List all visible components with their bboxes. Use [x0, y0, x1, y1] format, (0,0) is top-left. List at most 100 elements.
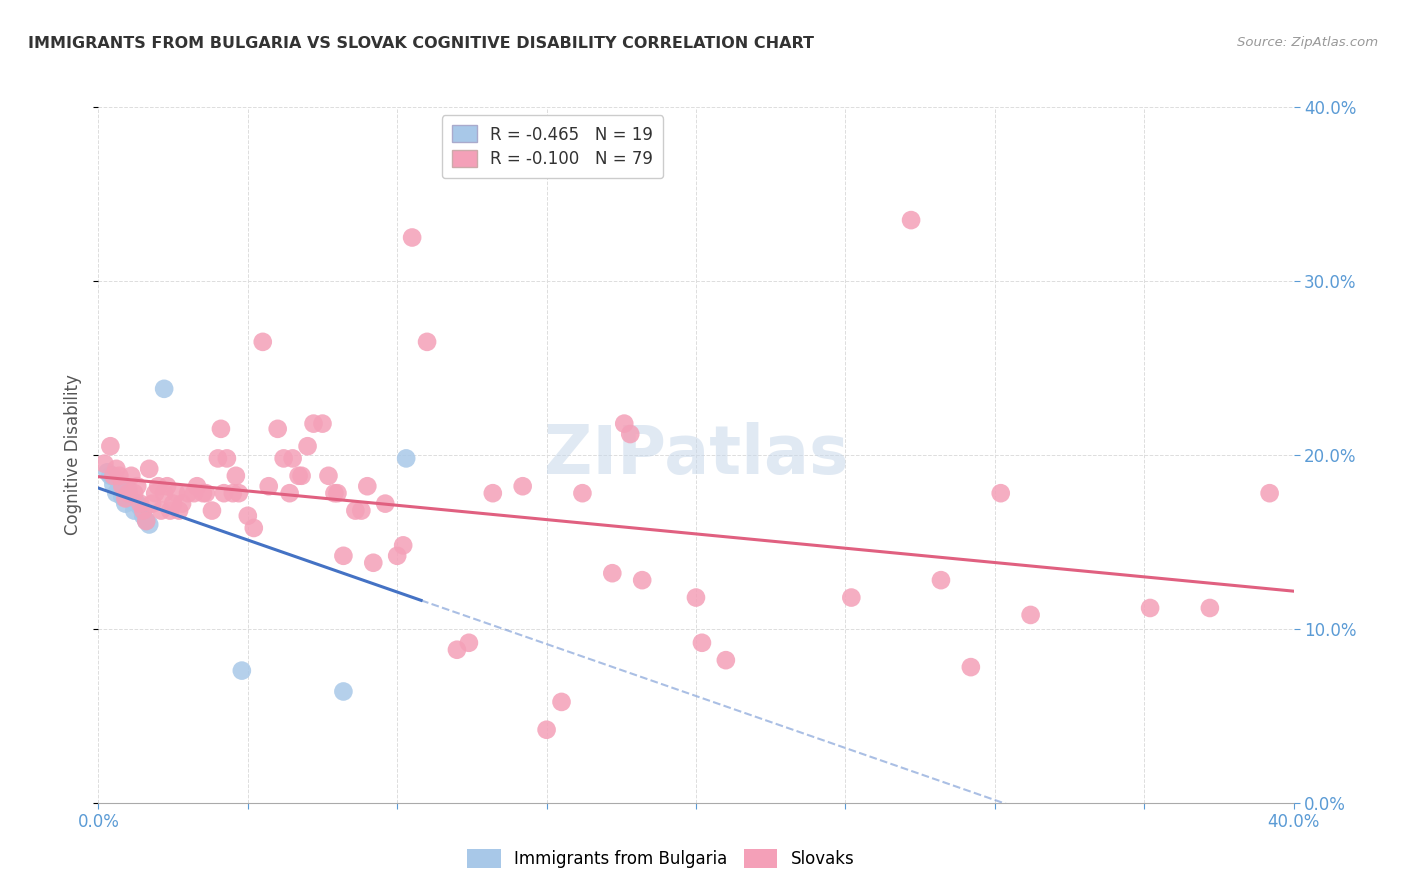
Point — [332, 684, 354, 698]
Point — [571, 486, 593, 500]
Point — [900, 213, 922, 227]
Point — [105, 486, 128, 500]
Point — [512, 479, 534, 493]
Point — [129, 497, 152, 511]
Point — [183, 486, 205, 500]
Point — [172, 497, 194, 511]
Point — [536, 723, 558, 737]
Point — [209, 422, 232, 436]
Point — [103, 468, 125, 483]
Point — [685, 591, 707, 605]
Point — [159, 503, 181, 517]
Point — [165, 486, 187, 500]
Point — [602, 566, 624, 581]
Point — [222, 486, 245, 500]
Point — [117, 486, 139, 500]
Point — [228, 486, 250, 500]
Point — [120, 468, 142, 483]
Point — [356, 479, 378, 493]
Point — [127, 497, 149, 511]
Point — [111, 479, 134, 493]
Point — [141, 497, 163, 511]
Point — [127, 479, 149, 493]
Point — [124, 503, 146, 517]
Point — [252, 334, 274, 349]
Point — [105, 462, 128, 476]
Point — [326, 486, 349, 500]
Point — [162, 497, 184, 511]
Point — [191, 486, 214, 500]
Point — [132, 503, 155, 517]
Point — [108, 468, 131, 483]
Text: Source: ZipAtlas.com: Source: ZipAtlas.com — [1237, 36, 1378, 49]
Point — [114, 497, 136, 511]
Point — [690, 636, 713, 650]
Point — [100, 468, 122, 483]
Point — [117, 483, 139, 497]
Point — [363, 556, 385, 570]
Point — [302, 417, 325, 431]
Point — [124, 486, 146, 500]
Point — [392, 538, 415, 552]
Point — [201, 503, 224, 517]
Text: IMMIGRANTS FROM BULGARIA VS SLOVAK COGNITIVE DISABILITY CORRELATION CHART: IMMIGRANTS FROM BULGARIA VS SLOVAK COGNI… — [28, 36, 814, 51]
Point — [990, 486, 1012, 500]
Point — [332, 549, 354, 563]
Point — [344, 503, 367, 517]
Point — [318, 468, 340, 483]
Point — [273, 451, 295, 466]
Point — [267, 422, 290, 436]
Point — [297, 439, 319, 453]
Point — [236, 508, 259, 523]
Point — [212, 486, 235, 500]
Point — [100, 439, 122, 453]
Point — [287, 468, 309, 483]
Point — [1139, 601, 1161, 615]
Point — [481, 486, 505, 500]
Point — [96, 466, 118, 480]
Point — [129, 500, 152, 514]
Point — [395, 451, 418, 466]
Point — [150, 503, 173, 517]
Point — [243, 521, 266, 535]
Point — [350, 503, 373, 517]
Point — [323, 486, 346, 500]
Point — [186, 479, 208, 493]
Point — [108, 479, 131, 493]
Point — [613, 417, 636, 431]
Point — [841, 591, 863, 605]
Point — [458, 636, 481, 650]
Point — [225, 468, 247, 483]
Point — [135, 514, 157, 528]
Point — [231, 664, 253, 678]
Legend: R = -0.465   N = 19, R = -0.100   N = 79: R = -0.465 N = 19, R = -0.100 N = 79 — [441, 115, 664, 178]
Point — [257, 479, 280, 493]
Point — [1258, 486, 1281, 500]
Point — [148, 479, 170, 493]
Point — [153, 382, 176, 396]
Point — [278, 486, 301, 500]
Point — [385, 549, 409, 563]
Point — [619, 427, 641, 442]
Point — [111, 490, 134, 504]
Point — [156, 479, 179, 493]
Point — [281, 451, 304, 466]
Point — [1198, 601, 1220, 615]
Point — [1019, 607, 1042, 622]
Point — [135, 514, 157, 528]
Point — [207, 451, 229, 466]
Point — [167, 503, 190, 517]
Point — [416, 334, 439, 349]
Point — [446, 642, 468, 657]
Point — [550, 695, 572, 709]
Point — [138, 462, 160, 476]
Point — [120, 493, 142, 508]
Point — [631, 573, 654, 587]
Legend: Immigrants from Bulgaria, Slovaks: Immigrants from Bulgaria, Slovaks — [461, 842, 860, 875]
Point — [401, 230, 423, 244]
Point — [714, 653, 737, 667]
Point — [929, 573, 952, 587]
Point — [311, 417, 333, 431]
Point — [177, 486, 200, 500]
Point — [195, 486, 218, 500]
